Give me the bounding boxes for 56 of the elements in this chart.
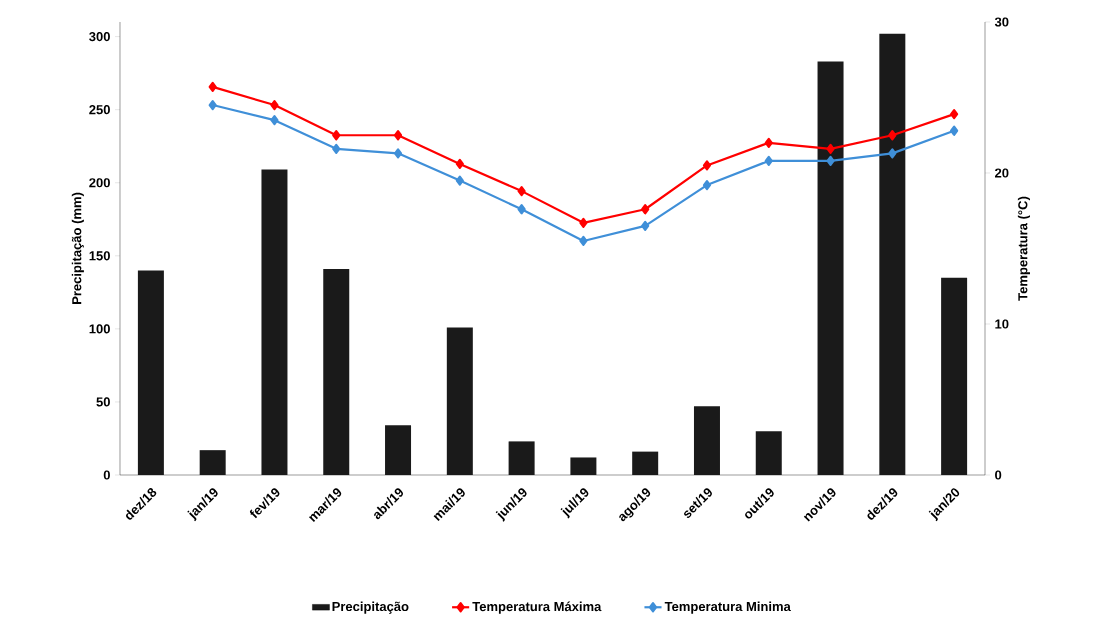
point [517,186,526,197]
y2-tick-label: 10 [995,319,1009,329]
point [764,155,773,167]
point [702,160,712,171]
point [641,204,650,215]
point [950,109,959,120]
point [950,125,959,136]
bar [755,431,782,475]
legend-label: Temperatura Máxima [472,601,602,614]
point [332,130,341,141]
point [579,217,588,228]
y-tick-label: 50 [96,397,110,407]
bar [693,406,720,475]
legend-label: Precipitação [332,601,409,614]
bar [385,425,412,475]
point [270,115,279,126]
point [579,235,588,247]
y-tick-label: 250 [89,105,110,115]
point [702,179,712,191]
point [393,130,403,141]
y2-tick-label: 20 [995,168,1009,178]
y-tick-label: 300 [89,31,110,42]
y2-tick-label: 0 [995,470,1002,480]
point [393,148,403,159]
point [888,148,897,159]
y-tick-label: 150 [89,251,110,261]
bar [261,169,288,475]
bar [137,270,164,475]
bar [323,268,350,475]
y-tick-label: 100 [89,324,110,334]
y2-axis-title: Temperatura (°C) [1017,196,1030,301]
y-axis-title: Precipitação (mm) [71,192,84,304]
bar [941,277,968,475]
bar [508,441,535,475]
point [641,220,650,231]
bar [632,451,659,475]
y-tick-label: 0 [103,470,110,480]
bar [879,33,906,475]
point [764,137,773,148]
legend-label: Temperatura Minima [664,601,791,614]
point [208,99,217,111]
bar [570,457,597,475]
y-tick-label: 200 [89,178,110,188]
point [332,143,341,154]
point [826,155,835,167]
point [888,130,897,141]
point [270,99,279,111]
point [455,158,464,170]
bar [817,61,844,475]
point [826,143,835,154]
point [208,81,217,93]
bar [199,450,226,475]
point [455,175,464,186]
point [517,204,526,215]
bar [446,327,473,475]
y2-tick-label: 30 [994,17,1009,27]
